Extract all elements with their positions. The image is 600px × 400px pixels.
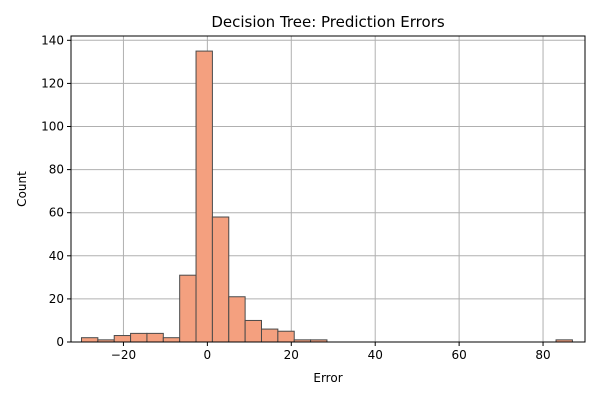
histogram-bar bbox=[130, 332, 148, 343]
y-tick-label: 0 bbox=[56, 335, 64, 349]
histogram-bar bbox=[179, 274, 197, 343]
x-tick-label: 80 bbox=[535, 348, 550, 362]
y-axis-ticks: 0 20 40 60 80 100 120 140 bbox=[41, 33, 71, 349]
histogram-bar bbox=[113, 335, 132, 343]
x-axis-ticks: −20 0 20 40 60 80 bbox=[111, 342, 551, 362]
plot-frame bbox=[70, 35, 586, 343]
x-tick-label: 20 bbox=[284, 348, 299, 362]
y-axis-label: Count bbox=[15, 171, 29, 207]
histogram-bar bbox=[162, 337, 181, 343]
y-tick-label: 80 bbox=[49, 163, 64, 177]
y-tick-label: 120 bbox=[41, 76, 64, 90]
y-tick-label: 100 bbox=[41, 120, 64, 134]
y-tick-label: 140 bbox=[41, 33, 64, 47]
histogram-bar bbox=[228, 296, 246, 343]
histogram-bar bbox=[195, 50, 213, 343]
histogram-bar bbox=[146, 332, 164, 343]
histogram-bar bbox=[277, 330, 295, 343]
y-tick-label: 60 bbox=[49, 206, 64, 220]
histogram-bar bbox=[80, 337, 99, 343]
chart-title: Decision Tree: Prediction Errors bbox=[211, 13, 445, 31]
x-tick-label: 0 bbox=[204, 348, 212, 362]
x-tick-label: −20 bbox=[111, 348, 136, 362]
histogram-bar bbox=[211, 216, 230, 343]
x-axis-label: Error bbox=[313, 371, 342, 385]
histogram-bar bbox=[244, 319, 262, 343]
x-tick-label: 40 bbox=[368, 348, 383, 362]
histogram-bar bbox=[260, 328, 279, 343]
y-tick-label: 40 bbox=[49, 249, 64, 263]
grid bbox=[71, 36, 585, 343]
y-tick-label: 20 bbox=[49, 292, 64, 306]
x-tick-label: 60 bbox=[451, 348, 466, 362]
